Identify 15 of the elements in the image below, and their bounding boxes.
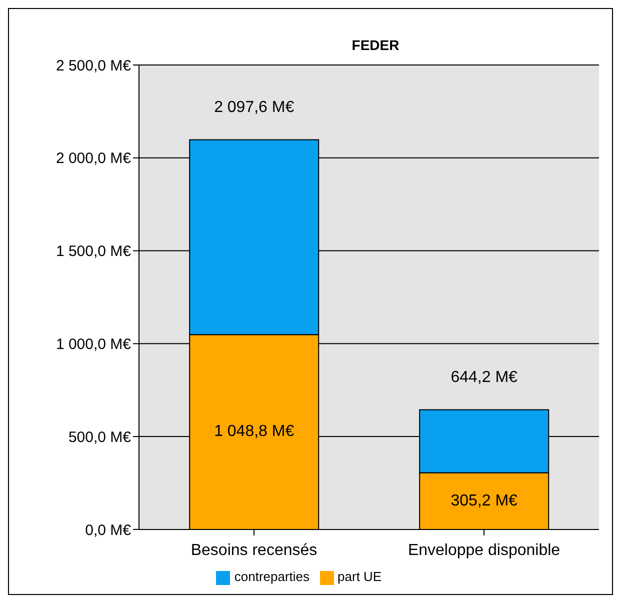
y-tick-label: 1 500,0 M€ bbox=[56, 243, 132, 260]
legend-label: part UE bbox=[338, 569, 382, 584]
y-tick-label: 1 000,0 M€ bbox=[56, 336, 132, 353]
y-tick-label: 500,0 M€ bbox=[68, 428, 132, 446]
x-tick-label: Enveloppe disponible bbox=[408, 542, 560, 559]
total-label: 2 097,6 M€ bbox=[214, 98, 294, 116]
x-tick-label: Besoins recensés bbox=[190, 542, 318, 559]
y-tick-label: 0,0 M€ bbox=[85, 522, 132, 539]
y-tick-label: 2 500,0 M€ bbox=[56, 57, 132, 74]
data-label: 1 048,8 M€ bbox=[214, 423, 294, 440]
legend-label: contreparties bbox=[234, 569, 310, 584]
y-tick-label: 2 000,0 M€ bbox=[56, 150, 132, 168]
total-label: 644,2 M€ bbox=[450, 368, 518, 386]
chart-title: FEDER bbox=[350, 36, 400, 53]
data-label: 305,2 M€ bbox=[450, 492, 518, 510]
